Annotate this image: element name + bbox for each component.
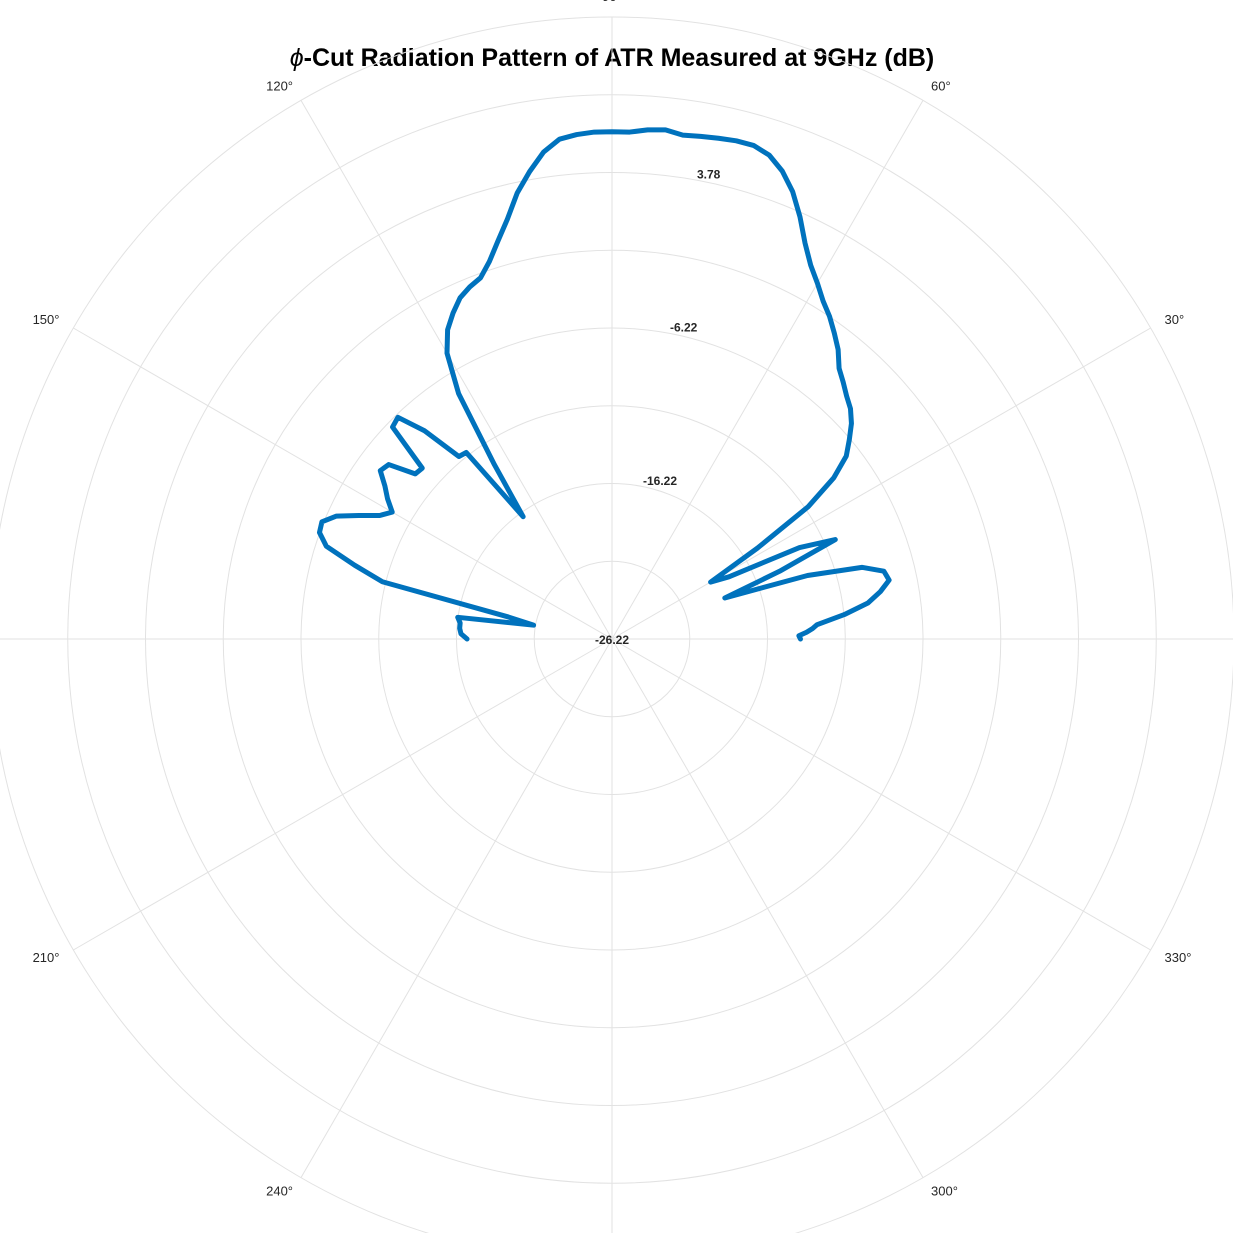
grid-spoke-330: [612, 639, 1151, 950]
angle-tick-label-240: 240°: [266, 1184, 293, 1199]
angle-tick-label-30: 30°: [1165, 312, 1185, 327]
chart-title-text: -Cut Radiation Pattern of ATR Measured a…: [304, 44, 935, 72]
polar-grid: [0, 17, 1233, 1233]
radial-tick-label: -26.22: [595, 633, 629, 647]
grid-spoke-240: [301, 639, 612, 1178]
angle-tick-label-300: 300°: [931, 1184, 958, 1199]
grid-spoke-210: [73, 639, 612, 950]
chart-title-symbol: ϕ: [290, 44, 304, 72]
radial-tick-label: -16.22: [643, 474, 677, 488]
grid-ring: [0, 17, 1233, 1233]
radial-tick-labels: -26.22 -16.22 -6.22 3.78: [595, 168, 721, 647]
angle-tick-label-330: 330°: [1165, 950, 1192, 965]
radial-tick-label: -6.22: [670, 321, 698, 335]
series-group: [319, 130, 889, 639]
grid-spoke-150: [73, 328, 612, 639]
series-line-0: [319, 130, 889, 639]
grid-spoke-300: [612, 639, 923, 1178]
angle-tick-label-210: 210°: [33, 950, 60, 965]
radial-tick-label: 3.78: [697, 168, 721, 182]
angle-tick-label-150: 150°: [33, 312, 60, 327]
angle-tick-label-120: 120°: [266, 78, 293, 93]
angle-tick-label-90: 90°: [602, 0, 622, 4]
angle-tick-label-60: 60°: [931, 78, 951, 93]
